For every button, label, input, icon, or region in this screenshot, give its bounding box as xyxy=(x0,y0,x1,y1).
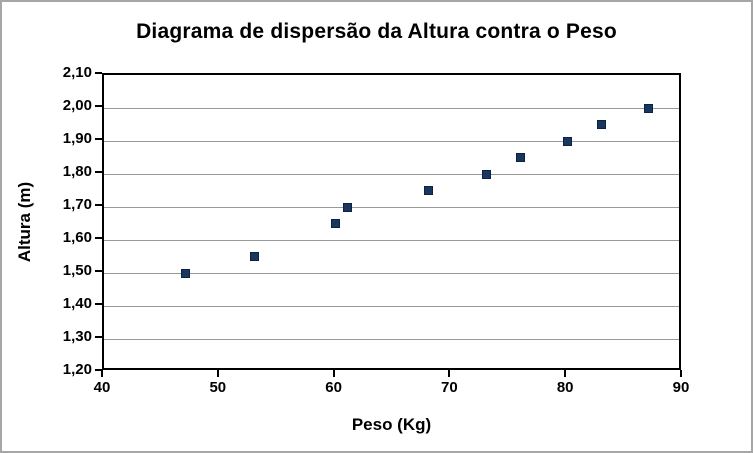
data-point-marker xyxy=(643,103,653,113)
horizontal-gridline xyxy=(104,305,679,307)
y-axis-tick-label: 2,00 xyxy=(62,97,92,114)
horizontal-gridline xyxy=(104,338,679,340)
y-axis-title-text: Altura (m) xyxy=(15,181,34,262)
y-axis-tick-label: 1,60 xyxy=(62,229,92,246)
data-point-marker xyxy=(180,268,190,278)
y-axis-tick xyxy=(95,105,102,107)
x-axis-tick-label: 50 xyxy=(209,379,227,396)
data-point-marker xyxy=(423,186,433,195)
x-axis-tick-label: 70 xyxy=(441,379,458,396)
horizontal-gridline xyxy=(104,206,679,208)
data-point-marker xyxy=(250,252,260,261)
x-axis-tick-label: 90 xyxy=(672,379,690,396)
y-axis-tick xyxy=(95,369,102,371)
y-axis-title: Altura (m) xyxy=(12,73,38,370)
plot-area xyxy=(102,73,681,370)
y-axis-tick-label: 1,70 xyxy=(62,196,92,213)
y-axis-tick xyxy=(95,138,102,140)
data-point-marker xyxy=(331,219,341,228)
y-axis-tick-label: 1,30 xyxy=(62,328,92,345)
x-axis-tick xyxy=(216,370,219,377)
horizontal-gridline xyxy=(104,272,679,274)
horizontal-gridline xyxy=(104,140,679,142)
y-axis-tick xyxy=(95,204,102,206)
x-axis-tick-label: 60 xyxy=(325,379,342,396)
y-axis-tick-label: 1,50 xyxy=(62,262,92,279)
x-axis-tick xyxy=(332,370,335,377)
horizontal-gridline xyxy=(104,107,679,109)
y-axis-tick-label: 2,10 xyxy=(62,64,92,81)
y-axis-tick xyxy=(95,270,102,272)
y-axis-tick xyxy=(95,237,102,239)
data-point-marker xyxy=(516,153,526,162)
y-axis-tick-label: 1,80 xyxy=(62,163,92,180)
data-point-marker xyxy=(562,136,572,146)
data-point-marker xyxy=(342,202,352,212)
horizontal-gridline xyxy=(104,173,679,175)
chart-title: Diagrama de dispersão da Altura contra o… xyxy=(136,20,617,43)
y-axis-tick-label: 1,90 xyxy=(62,130,92,147)
y-axis-tick xyxy=(95,303,102,305)
x-axis-tick xyxy=(564,370,567,377)
data-point-marker xyxy=(481,169,491,179)
y-axis-tick xyxy=(95,336,102,338)
y-axis-tick xyxy=(95,171,102,173)
y-axis-tick xyxy=(95,72,102,74)
x-axis-tick-label: 80 xyxy=(556,379,574,396)
horizontal-gridline xyxy=(104,239,679,241)
x-axis-tick xyxy=(680,370,682,377)
x-axis-tick xyxy=(448,370,451,377)
x-axis-tick xyxy=(101,370,103,377)
x-axis-title: Peso (Kg) xyxy=(351,415,432,434)
y-axis-tick-label: 1,20 xyxy=(62,361,92,378)
x-axis-tick-label: 40 xyxy=(93,379,111,396)
data-point-marker xyxy=(597,120,607,129)
y-axis-tick-label: 1,40 xyxy=(62,295,92,312)
